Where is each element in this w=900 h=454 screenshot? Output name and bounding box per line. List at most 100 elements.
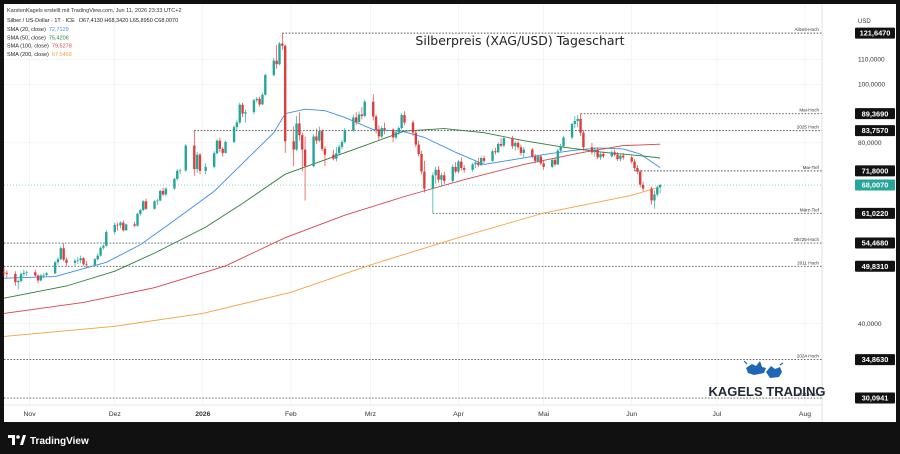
candle xyxy=(374,114,378,134)
candle-body xyxy=(76,260,80,261)
candle xyxy=(397,126,400,135)
x-tick-label: Jun xyxy=(626,411,637,418)
candle-body xyxy=(161,190,165,195)
x-tick-label: Mrz xyxy=(365,411,377,418)
candle-body xyxy=(579,118,582,133)
candle xyxy=(420,150,423,175)
candle-body xyxy=(613,152,616,155)
candle-body xyxy=(394,132,398,138)
candle xyxy=(340,139,344,150)
candle-body xyxy=(25,272,28,273)
candle-body xyxy=(301,135,304,150)
candle xyxy=(295,115,298,151)
level-price-tag xyxy=(855,125,895,137)
candle xyxy=(621,152,625,160)
candle-body xyxy=(417,144,420,154)
candle-body xyxy=(39,275,43,281)
candle xyxy=(491,149,494,162)
candle-body xyxy=(178,170,182,172)
candle-body xyxy=(553,159,557,165)
candle xyxy=(494,147,497,155)
tradingview-footer[interactable]: TradingView xyxy=(8,435,89,447)
legend-label: SMA (200, close) xyxy=(7,52,49,58)
candle xyxy=(99,246,102,257)
candle xyxy=(479,156,483,167)
candle-body xyxy=(264,75,267,95)
candle xyxy=(312,134,315,168)
footer-brand: TradingView xyxy=(30,436,89,447)
candle xyxy=(65,257,68,266)
legend-item: SMA (20, close) 72,7129 xyxy=(7,27,69,33)
candle-body xyxy=(45,273,48,275)
candle-body xyxy=(141,201,145,211)
candle xyxy=(59,246,63,261)
currency-label: USD xyxy=(858,19,871,25)
candle-body xyxy=(482,158,486,161)
candle-body xyxy=(437,169,440,180)
candle xyxy=(42,272,45,279)
candle xyxy=(497,142,500,153)
candle xyxy=(443,171,446,185)
candle xyxy=(391,128,395,143)
candle xyxy=(414,130,418,148)
candles-layer xyxy=(2,33,662,290)
candle xyxy=(96,253,99,261)
candle-body xyxy=(354,117,358,122)
candle-body xyxy=(550,159,554,167)
level-price-text: 121,6470 xyxy=(860,29,891,38)
candle-body xyxy=(14,273,17,283)
candle xyxy=(14,271,17,286)
y-tick-label: 110,0000 xyxy=(858,57,885,64)
candle xyxy=(394,130,398,140)
candle xyxy=(281,33,284,50)
candle xyxy=(53,260,57,274)
candle-body xyxy=(198,154,202,171)
legend-label: SMA (50, close) xyxy=(7,35,46,41)
candle-body xyxy=(173,178,176,189)
candle xyxy=(5,270,9,278)
legend-item: SMA (100, close) 79,5278 xyxy=(7,44,72,50)
candle-body xyxy=(372,101,375,117)
candle xyxy=(212,151,216,169)
candle-body xyxy=(641,184,645,189)
candle-body xyxy=(440,175,443,180)
candle-body xyxy=(656,187,659,195)
candle-body xyxy=(431,175,435,189)
candle-body xyxy=(630,157,633,162)
candle-body xyxy=(491,151,494,161)
candle xyxy=(562,135,565,148)
candle-body xyxy=(232,127,236,142)
candle xyxy=(383,122,386,135)
legend-item: SMA (50, close) 75,4206 xyxy=(7,35,69,41)
candle-body xyxy=(36,275,40,281)
candle-body xyxy=(360,114,364,116)
candle-body xyxy=(244,112,247,114)
level-price-text: 49,8310 xyxy=(862,262,889,271)
candle-body xyxy=(556,150,560,165)
candle-body xyxy=(403,115,406,123)
candle-body xyxy=(582,132,585,148)
candle-body xyxy=(536,156,540,161)
candle-body xyxy=(650,188,653,201)
candle xyxy=(198,152,202,175)
candle xyxy=(278,41,281,66)
candle xyxy=(82,257,85,266)
level-label: 2021 Hoch xyxy=(797,392,820,397)
candle-body xyxy=(136,213,139,226)
candle xyxy=(22,269,26,277)
candle xyxy=(616,152,619,161)
candle xyxy=(471,162,474,172)
candle xyxy=(380,126,383,139)
candle xyxy=(318,126,321,143)
candle xyxy=(440,172,443,187)
y-tick-label: 100,0000 xyxy=(858,82,885,89)
candle xyxy=(301,132,304,172)
candle xyxy=(156,198,159,206)
candle-body xyxy=(559,146,562,151)
candle xyxy=(354,112,358,125)
candle-body xyxy=(215,140,219,154)
candle-body xyxy=(511,138,514,147)
candle xyxy=(204,163,207,175)
candle xyxy=(519,144,523,156)
candle-body xyxy=(295,123,298,150)
